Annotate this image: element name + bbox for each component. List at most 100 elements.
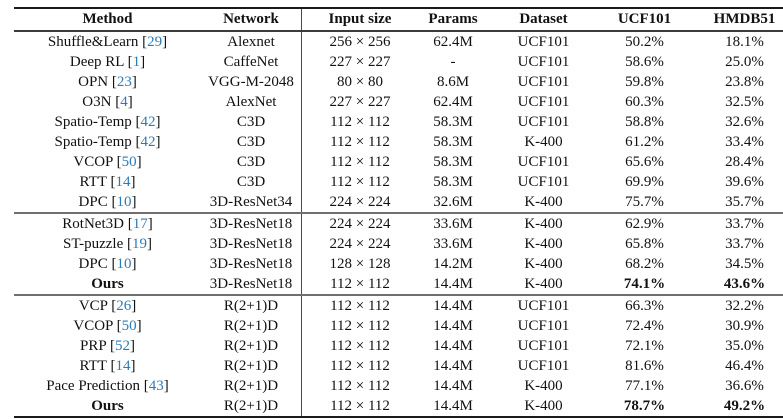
input-size-value: 112 × 112 [330, 357, 390, 374]
citation-link[interactable]: 26 [116, 297, 132, 314]
cell-network: 3D-ResNet18 [201, 234, 302, 254]
cell-input-size: 112 × 112 [302, 132, 419, 152]
network-value: R(2+1)D [223, 377, 279, 394]
table-row-ours-12: Ours 3D-ResNet18 112 × 112 14.4M K-400 74.1% 4… [14, 272, 783, 301]
citation-link[interactable]: 42 [140, 133, 156, 150]
cell-method: Pace Prediction [43] [46, 377, 169, 394]
cell-network: R(2+1)D [201, 396, 302, 417]
table-row-spatio-temp-5: Spatio-Temp [42] C3D 112 × 112 58.3M K-400 61… [14, 132, 783, 152]
network-value: 3D-ResNet18 [209, 215, 293, 232]
cell-hmdb51: 32.5% [690, 92, 783, 112]
cell-params: 33.6M [418, 234, 488, 254]
input-size-value: 227 × 227 [329, 93, 391, 110]
citation-link[interactable]: 29 [147, 33, 163, 50]
method-label: RotNet3D [62, 215, 124, 232]
params-value: - [450, 53, 456, 70]
input-size-value: 224 × 224 [329, 235, 391, 252]
ucf101-value: 66.3% [625, 297, 664, 314]
method-label: O3N [82, 93, 112, 110]
input-size-value: 227 × 227 [329, 53, 391, 70]
dataset-value: K-400 [524, 215, 563, 232]
hmdb51-value: 33.7% [725, 235, 764, 252]
params-value: 14.4M [433, 337, 473, 354]
table-row-dpc-11: DPC [10] 3D-ResNet18 128 × 128 14.2M K-400 68… [14, 254, 783, 274]
table-body: Shuffle&Learn [29] Alexnet 256 × 256 62.4M U… [14, 31, 783, 419]
dataset-value: K-400 [524, 193, 563, 210]
input-size-value: 112 × 112 [330, 153, 390, 170]
cell-dataset: K-400 [488, 254, 599, 274]
citation-link[interactable]: 52 [114, 337, 130, 354]
cell-network: C3D [201, 112, 302, 132]
params-value: 14.4M [433, 357, 473, 374]
cell-input-size: 224 × 224 [301, 212, 418, 234]
cell-method: ST-puzzle [19] [62, 235, 152, 252]
cell-method: Shuffle&Learn [29] [47, 33, 168, 50]
cell-input-size: 112 × 112 [302, 376, 419, 396]
cell-method: Ours [14, 396, 201, 417]
network-value: AlexNet [225, 93, 277, 110]
cell-method: Spatio-Temp [42] [54, 133, 161, 150]
hmdb51-value: 39.6% [725, 173, 764, 190]
citation-link[interactable]: 14 [115, 173, 131, 190]
ucf101-value: 68.2% [625, 255, 664, 272]
citation-link[interactable]: 4 [120, 93, 128, 110]
column-header-method: Method [14, 8, 201, 32]
cell-input-size: 256 × 256 [302, 31, 419, 52]
cell-ucf101: 60.3% [599, 92, 690, 112]
table-row-ours-18: Ours R(2+1)D 112 × 112 14.4M K-400 78.7% 49.2% [14, 394, 783, 419]
cell-params: 58.3M [418, 132, 488, 152]
input-size-value: 128 × 128 [329, 255, 391, 272]
cell-hmdb51: 35.0% [690, 336, 783, 356]
citation-link[interactable]: 50 [121, 317, 137, 334]
cell-method: DPC [10] [78, 255, 137, 272]
ucf101-value: 75.7% [625, 193, 664, 210]
hmdb51-value: 35.7% [725, 193, 764, 210]
citation-link[interactable]: 42 [140, 113, 156, 130]
cell-ucf101: 61.2% [599, 132, 690, 152]
method-label: Ours [91, 275, 124, 292]
params-value: 8.6M [436, 73, 470, 90]
cell-dataset: UCF101 [488, 152, 599, 172]
citation-link[interactable]: 43 [148, 377, 164, 394]
params-value: 14.4M [433, 317, 473, 334]
citation-link[interactable]: 10 [116, 193, 132, 210]
ucf101-value: 59.8% [625, 73, 664, 90]
network-value: VGG-M-2048 [208, 73, 294, 90]
citation-link[interactable]: 14 [115, 357, 131, 374]
input-size-value: 112 × 112 [330, 275, 390, 292]
citation-link[interactable]: 10 [116, 255, 132, 272]
ucf101-value: 77.1% [625, 377, 664, 394]
hmdb51-value: 32.5% [725, 93, 764, 110]
input-size-value: 112 × 112 [330, 317, 390, 334]
cell-input-size: 112 × 112 [302, 152, 419, 172]
cell-hmdb51: 46.4% [690, 356, 783, 376]
cell-network: CaffeNet [201, 52, 302, 72]
cell-ucf101: 81.6% [599, 356, 690, 376]
citation-link[interactable]: 17 [132, 215, 148, 232]
cell-params: 14.4M [418, 356, 488, 376]
dataset-value: K-400 [524, 255, 563, 272]
network-value: CaffeNet [223, 53, 279, 70]
cell-ucf101: 58.6% [599, 52, 690, 72]
citation-link[interactable]: 1 [132, 53, 141, 70]
citation-link[interactable]: 23 [116, 73, 132, 90]
network-value: 3D-ResNet18 [209, 235, 293, 252]
column-header-ucf101: UCF101 [599, 8, 690, 32]
cell-hmdb51: 39.6% [690, 172, 783, 192]
params-value: 32.6M [433, 193, 473, 210]
cell-ucf101: 50.2% [599, 31, 690, 52]
cell-ucf101: 68.2% [599, 254, 690, 274]
table-row-pace-prediction-17: Pace Prediction [43] R(2+1)D 112 × 112 14.4… [14, 376, 783, 396]
params-value: 58.3M [433, 113, 473, 130]
cell-params: 14.4M [418, 396, 488, 417]
cell-dataset: K-400 [488, 212, 599, 234]
cell-dataset: UCF101 [488, 92, 599, 112]
column-header-hmdb51: HMDB51 [690, 8, 783, 32]
citation-link[interactable]: 50 [121, 153, 137, 170]
input-size-value: 112 × 112 [330, 377, 390, 394]
ucf101-value: 61.2% [625, 133, 664, 150]
citation-link[interactable]: 19 [132, 235, 147, 252]
cell-dataset: UCF101 [488, 172, 599, 192]
cell-params: 33.6M [418, 212, 488, 234]
cell-dataset: UCF101 [488, 356, 599, 376]
